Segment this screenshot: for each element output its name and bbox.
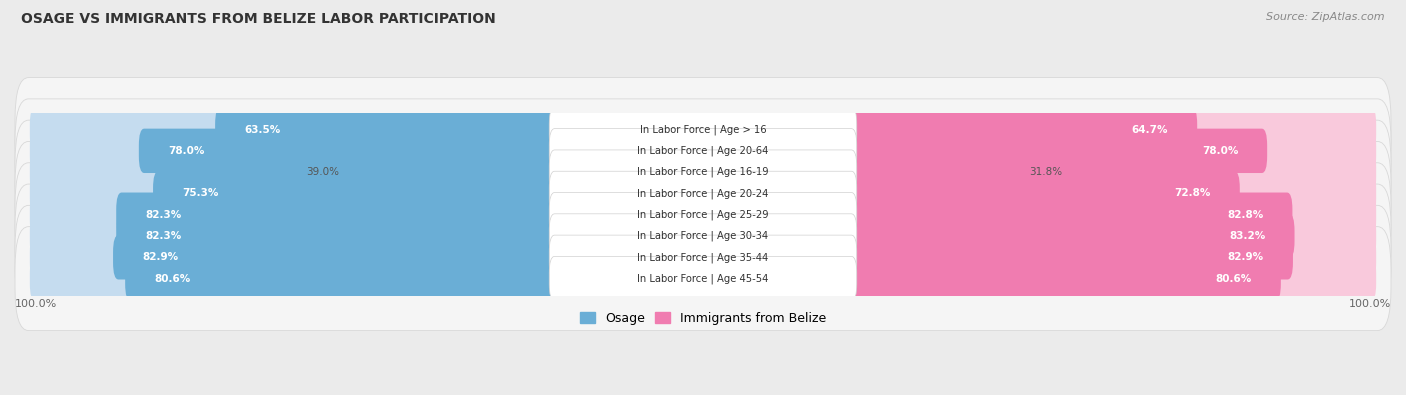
FancyBboxPatch shape	[139, 129, 560, 173]
FancyBboxPatch shape	[846, 256, 1281, 301]
FancyBboxPatch shape	[15, 99, 1391, 203]
FancyBboxPatch shape	[846, 107, 1197, 152]
FancyBboxPatch shape	[117, 214, 560, 258]
FancyBboxPatch shape	[846, 214, 1295, 258]
FancyBboxPatch shape	[846, 129, 1267, 173]
FancyBboxPatch shape	[30, 235, 560, 280]
Text: 39.0%: 39.0%	[307, 167, 339, 177]
FancyBboxPatch shape	[30, 256, 560, 301]
Text: In Labor Force | Age 30-34: In Labor Force | Age 30-34	[637, 231, 769, 241]
Text: Source: ZipAtlas.com: Source: ZipAtlas.com	[1267, 12, 1385, 22]
Text: 82.9%: 82.9%	[142, 252, 179, 262]
FancyBboxPatch shape	[344, 150, 560, 194]
FancyBboxPatch shape	[30, 107, 560, 152]
FancyBboxPatch shape	[550, 192, 856, 237]
Text: 100.0%: 100.0%	[1348, 299, 1391, 309]
Text: In Labor Force | Age > 16: In Labor Force | Age > 16	[640, 124, 766, 135]
Text: 80.6%: 80.6%	[1216, 274, 1251, 284]
FancyBboxPatch shape	[550, 235, 856, 280]
FancyBboxPatch shape	[846, 235, 1294, 280]
FancyBboxPatch shape	[15, 120, 1391, 224]
FancyBboxPatch shape	[30, 171, 560, 216]
FancyBboxPatch shape	[15, 77, 1391, 181]
FancyBboxPatch shape	[215, 107, 560, 152]
FancyBboxPatch shape	[117, 192, 560, 237]
FancyBboxPatch shape	[846, 214, 1376, 258]
Text: 72.8%: 72.8%	[1174, 188, 1211, 198]
FancyBboxPatch shape	[846, 150, 1376, 194]
FancyBboxPatch shape	[15, 205, 1391, 309]
Text: 78.0%: 78.0%	[167, 146, 204, 156]
FancyBboxPatch shape	[153, 171, 560, 216]
Text: 82.3%: 82.3%	[145, 231, 181, 241]
FancyBboxPatch shape	[125, 256, 560, 301]
FancyBboxPatch shape	[846, 129, 1376, 173]
FancyBboxPatch shape	[112, 235, 560, 280]
Text: In Labor Force | Age 45-54: In Labor Force | Age 45-54	[637, 273, 769, 284]
FancyBboxPatch shape	[846, 256, 1376, 301]
FancyBboxPatch shape	[846, 192, 1376, 237]
Text: 100.0%: 100.0%	[15, 299, 58, 309]
Text: 31.8%: 31.8%	[1029, 167, 1062, 177]
FancyBboxPatch shape	[846, 171, 1376, 216]
FancyBboxPatch shape	[550, 256, 856, 301]
Text: 75.3%: 75.3%	[181, 188, 218, 198]
FancyBboxPatch shape	[30, 214, 560, 258]
Text: In Labor Force | Age 35-44: In Labor Force | Age 35-44	[637, 252, 769, 263]
FancyBboxPatch shape	[15, 141, 1391, 245]
Text: 82.3%: 82.3%	[145, 210, 181, 220]
Text: 82.8%: 82.8%	[1227, 210, 1264, 220]
FancyBboxPatch shape	[30, 150, 560, 194]
Text: OSAGE VS IMMIGRANTS FROM BELIZE LABOR PARTICIPATION: OSAGE VS IMMIGRANTS FROM BELIZE LABOR PA…	[21, 12, 496, 26]
FancyBboxPatch shape	[846, 235, 1376, 280]
FancyBboxPatch shape	[550, 171, 856, 216]
FancyBboxPatch shape	[846, 171, 1240, 216]
FancyBboxPatch shape	[846, 107, 1376, 152]
Text: In Labor Force | Age 20-64: In Labor Force | Age 20-64	[637, 146, 769, 156]
Text: 82.9%: 82.9%	[1227, 252, 1264, 262]
Text: 64.7%: 64.7%	[1132, 124, 1168, 135]
Text: 78.0%: 78.0%	[1202, 146, 1239, 156]
FancyBboxPatch shape	[15, 184, 1391, 288]
FancyBboxPatch shape	[550, 107, 856, 152]
FancyBboxPatch shape	[550, 150, 856, 194]
Text: In Labor Force | Age 20-24: In Labor Force | Age 20-24	[637, 188, 769, 199]
FancyBboxPatch shape	[30, 129, 560, 173]
FancyBboxPatch shape	[846, 192, 1292, 237]
FancyBboxPatch shape	[846, 150, 1024, 194]
FancyBboxPatch shape	[550, 129, 856, 173]
Text: In Labor Force | Age 16-19: In Labor Force | Age 16-19	[637, 167, 769, 177]
Text: 63.5%: 63.5%	[245, 124, 280, 135]
Text: 83.2%: 83.2%	[1229, 231, 1265, 241]
Text: 80.6%: 80.6%	[155, 274, 190, 284]
FancyBboxPatch shape	[15, 163, 1391, 267]
Text: In Labor Force | Age 25-29: In Labor Force | Age 25-29	[637, 209, 769, 220]
FancyBboxPatch shape	[550, 214, 856, 258]
Legend: Osage, Immigrants from Belize: Osage, Immigrants from Belize	[575, 307, 831, 330]
FancyBboxPatch shape	[15, 227, 1391, 331]
FancyBboxPatch shape	[30, 192, 560, 237]
